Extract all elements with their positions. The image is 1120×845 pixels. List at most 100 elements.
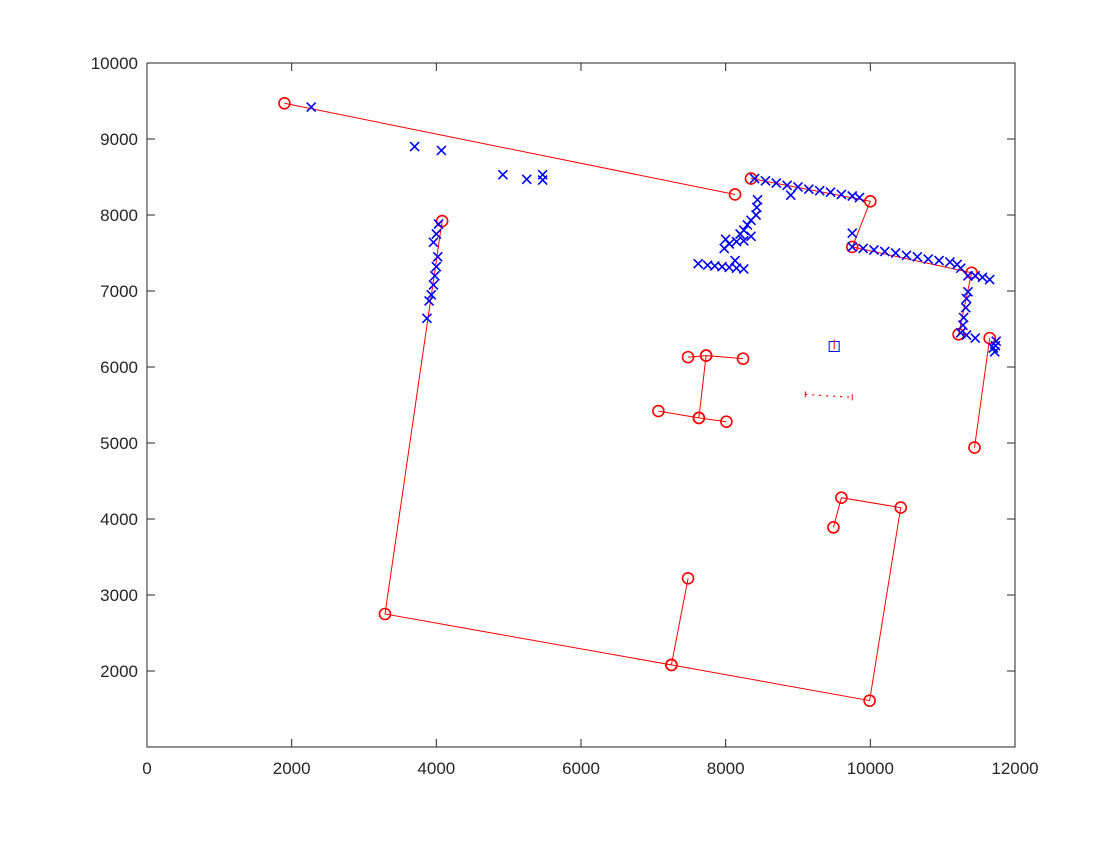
observation-x-marker (836, 189, 847, 200)
path-circle-marker (835, 491, 848, 505)
axis-layer: 0 2000 4000 6000 8000 10000 12000 2000 3000 4000 5… (91, 54, 1039, 778)
observation-x-marker (738, 225, 749, 236)
observation-x-marker (424, 295, 435, 306)
observation-x-marker (923, 254, 934, 265)
observation-x-marker (977, 272, 988, 283)
path-circle-marker (699, 349, 713, 362)
y-tick-label: 7000 (100, 282, 138, 301)
y-tick-label: 5000 (100, 434, 138, 453)
observation-x-marker (912, 251, 923, 262)
observation-x-marker (890, 247, 901, 259)
observation-x-marker (984, 274, 995, 285)
y-tick-label: 8000 (100, 206, 138, 225)
path-circle-marker (278, 96, 291, 110)
observation-x-marker (962, 286, 974, 297)
observation-x-marker (693, 258, 704, 269)
path-circle-marker (720, 415, 733, 429)
y-tick-label: 4000 (100, 510, 138, 529)
dotted-trace (805, 393, 853, 398)
observation-x-marker (429, 270, 440, 281)
observation-x-marker (431, 261, 442, 272)
observation-x-marker (847, 241, 858, 252)
path-segment-7 (698, 417, 727, 423)
y-tick-label: 2000 (100, 662, 138, 681)
observation-x-marker (962, 270, 974, 281)
observation-x-marker (749, 173, 760, 184)
observation-x-marker (847, 228, 858, 239)
observation-x-marker (426, 289, 437, 300)
observation-x-marker (436, 145, 447, 156)
observation-x-marker (537, 169, 548, 180)
path-circle-marker (744, 172, 758, 185)
observation-x-marker (858, 243, 869, 254)
y-tick-label: 6000 (100, 358, 138, 377)
observation-x-marker (868, 244, 880, 256)
observation-x-marker (432, 251, 443, 262)
path-circle-marker (435, 214, 449, 228)
x-tick-label: 10000 (847, 759, 894, 778)
observation-x-marker (825, 187, 836, 198)
annotation-layer (804, 339, 853, 401)
observation-x-marker (428, 237, 439, 248)
observation-x-marker (960, 302, 971, 313)
path-circle-marker (681, 571, 695, 585)
observation-x-marker (958, 312, 969, 323)
observation-x-marker (814, 185, 825, 196)
observation-x-marker (724, 238, 735, 249)
x-tick-label: 6000 (562, 759, 600, 778)
observation-x-marker (970, 333, 981, 344)
path-circle-marker (968, 441, 981, 454)
observation-x-marker (730, 255, 741, 266)
path-circle-marker (827, 521, 840, 534)
x-tick-label: 12000 (991, 759, 1038, 778)
plot-area (146, 62, 1016, 748)
observation-x-marker (854, 192, 865, 203)
path-circle-marker (894, 501, 908, 514)
observation-x-marker (752, 194, 763, 205)
path-circle-marker (692, 411, 706, 425)
observation-x-marker (955, 327, 966, 338)
path-segment-3 (384, 221, 689, 666)
x-tick-label: 0 (142, 759, 151, 778)
observation-x-marker (785, 190, 796, 201)
observation-x-marker (497, 169, 508, 180)
x-tick-label: 4000 (417, 759, 455, 778)
observation-x-marker (961, 330, 972, 341)
observation-x-marker (991, 336, 1002, 347)
observation-x-marker (782, 180, 793, 191)
observation-x-marker (306, 102, 317, 113)
path-circle-marker (665, 658, 678, 672)
path-circle-marker (965, 266, 978, 280)
observation-x-marker (521, 174, 532, 185)
observation-x-marker (738, 263, 749, 275)
path-circle-marker (863, 694, 876, 707)
path-segment-0 (284, 102, 736, 195)
observation-x-marker (745, 231, 757, 242)
observation-x-marker (433, 219, 444, 230)
observation-x-marker (803, 184, 814, 195)
observation-x-marker (421, 313, 432, 324)
observation-x-marker (792, 181, 804, 192)
observation-x-marker (428, 279, 439, 290)
path-circle-marker (652, 404, 665, 418)
observation-x-marker (409, 141, 420, 152)
path-segment-4 (671, 497, 902, 702)
observation-x-marker (431, 228, 442, 240)
y-tick-label: 3000 (100, 586, 138, 605)
path-circle-marker (736, 352, 750, 365)
observation-x-marker (901, 250, 912, 261)
observation-x-marker (944, 257, 955, 268)
observation-x-marker (771, 178, 782, 189)
path-circle-marker (728, 188, 742, 201)
observation-x-marker (988, 342, 999, 354)
path-circle-marker (845, 240, 859, 254)
path-circle-marker (864, 195, 877, 208)
path-circle-marker (681, 350, 695, 364)
x-tick-label: 8000 (707, 759, 745, 778)
path-circle-marker (378, 607, 392, 621)
y-tick-label: 9000 (100, 130, 138, 149)
x-tick-label: 2000 (273, 759, 311, 778)
series-layer (278, 96, 1002, 707)
